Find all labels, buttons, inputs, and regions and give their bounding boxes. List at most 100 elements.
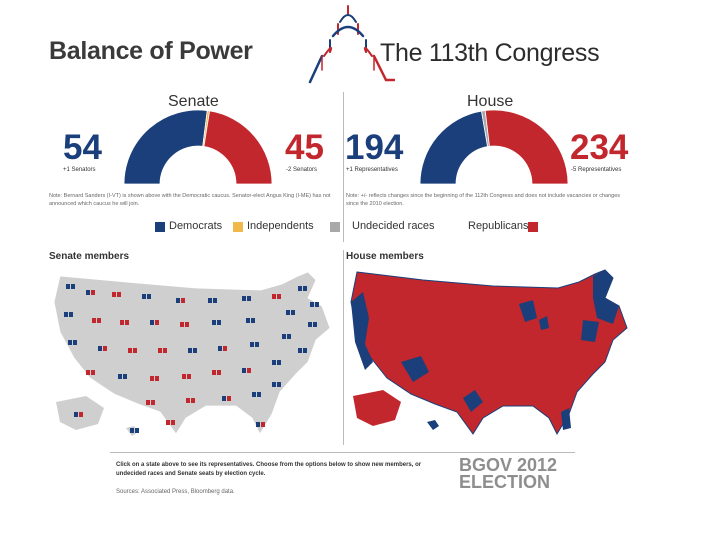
senate-seat-marker[interactable] [257,392,261,397]
senate-seat-marker[interactable] [112,292,116,297]
senate-seat-marker[interactable] [71,284,75,289]
senate-seat-marker[interactable] [135,428,139,433]
senate-seat-marker[interactable] [217,370,221,375]
senate-members-map[interactable] [46,262,341,444]
slice-democrats[interactable] [123,110,208,185]
senate-seat-marker[interactable] [255,342,259,347]
senate-seat-marker[interactable] [298,348,302,353]
senate-seat-marker[interactable] [287,334,291,339]
senate-seat-marker[interactable] [130,428,134,433]
senate-seat-marker[interactable] [310,302,314,307]
texas-dem-districts[interactable] [463,390,483,412]
senate-seat-marker[interactable] [158,348,162,353]
senate-seat-marker[interactable] [272,382,276,387]
senate-seat-marker[interactable] [146,400,150,405]
senate-seat-marker[interactable] [155,320,159,325]
senate-seat-marker[interactable] [256,422,260,427]
senate-seat-marker[interactable] [298,286,302,291]
senate-seat-marker[interactable] [79,412,83,417]
senate-seat-marker[interactable] [212,370,216,375]
senate-seat-marker[interactable] [182,374,186,379]
senate-seat-marker[interactable] [166,420,170,425]
senate-seat-marker[interactable] [247,296,251,301]
senate-seat-marker[interactable] [68,340,72,345]
senate-seat-marker[interactable] [277,382,281,387]
senate-seat-marker[interactable] [277,360,281,365]
senate-seat-marker[interactable] [242,368,246,373]
senate-seat-marker[interactable] [308,322,312,327]
senate-seat-marker[interactable] [315,302,319,307]
senate-seat-marker[interactable] [286,310,290,315]
senate-seat-marker[interactable] [125,320,129,325]
hawaii-shape[interactable] [427,420,439,430]
senate-seat-marker[interactable] [277,294,281,299]
alaska-shape[interactable] [353,390,401,426]
slice-republicans[interactable] [484,110,569,185]
senate-seat-marker[interactable] [303,286,307,291]
senate-seat-marker[interactable] [217,320,221,325]
house-half-donut-chart[interactable] [409,110,579,185]
senate-seat-marker[interactable] [188,348,192,353]
senate-seat-marker[interactable] [128,348,132,353]
senate-seat-marker[interactable] [242,296,246,301]
senate-seat-marker[interactable] [74,412,78,417]
senate-seat-marker[interactable] [186,398,190,403]
senate-seat-marker[interactable] [303,348,307,353]
senate-seat-marker[interactable] [155,376,159,381]
senate-seat-marker[interactable] [250,342,254,347]
senate-seat-marker[interactable] [97,318,101,323]
senate-seat-marker[interactable] [86,370,90,375]
senate-seat-marker[interactable] [66,284,70,289]
west-coast-dem-districts[interactable] [351,292,373,370]
senate-seat-marker[interactable] [251,318,255,323]
senate-seat-marker[interactable] [171,420,175,425]
upper-midwest-dem-districts[interactable] [519,300,537,322]
house-members-map[interactable] [343,262,633,444]
senate-seat-marker[interactable] [150,320,154,325]
slice-democrats[interactable] [419,110,489,185]
chicago-dem-districts[interactable] [539,316,549,330]
senate-seat-marker[interactable] [272,294,276,299]
senate-seat-marker[interactable] [103,346,107,351]
senate-seat-marker[interactable] [252,392,256,397]
senate-seat-marker[interactable] [272,360,276,365]
senate-half-donut-chart[interactable] [113,110,283,185]
senate-seat-marker[interactable] [187,374,191,379]
senate-seat-marker[interactable] [223,346,227,351]
senate-seat-marker[interactable] [69,312,73,317]
senate-seat-marker[interactable] [282,334,286,339]
senate-seat-marker[interactable] [133,348,137,353]
senate-seat-marker[interactable] [227,396,231,401]
southwest-dem-districts[interactable] [401,356,429,382]
senate-seat-marker[interactable] [147,294,151,299]
senate-seat-marker[interactable] [181,298,185,303]
senate-seat-marker[interactable] [117,292,121,297]
senate-seat-marker[interactable] [193,348,197,353]
senate-seat-marker[interactable] [222,396,226,401]
senate-seat-marker[interactable] [91,290,95,295]
senate-seat-marker[interactable] [180,322,184,327]
senate-seat-marker[interactable] [261,422,265,427]
senate-seat-marker[interactable] [73,340,77,345]
senate-seat-marker[interactable] [64,312,68,317]
senate-seat-marker[interactable] [163,348,167,353]
senate-seat-marker[interactable] [313,322,317,327]
senate-seat-marker[interactable] [98,346,102,351]
new-england-dem-districts[interactable] [593,270,619,324]
senate-seat-marker[interactable] [246,318,250,323]
senate-seat-marker[interactable] [212,320,216,325]
senate-seat-marker[interactable] [92,318,96,323]
senate-seat-marker[interactable] [142,294,146,299]
senate-seat-marker[interactable] [291,310,295,315]
senate-seat-marker[interactable] [123,374,127,379]
senate-seat-marker[interactable] [120,320,124,325]
senate-seat-marker[interactable] [185,322,189,327]
us-mainland-shape[interactable] [350,269,628,436]
senate-seat-marker[interactable] [213,298,217,303]
senate-seat-marker[interactable] [176,298,180,303]
senate-seat-marker[interactable] [86,290,90,295]
senate-seat-marker[interactable] [208,298,212,303]
senate-seat-marker[interactable] [191,398,195,403]
mid-atlantic-dem-districts[interactable] [581,320,599,342]
senate-seat-marker[interactable] [118,374,122,379]
